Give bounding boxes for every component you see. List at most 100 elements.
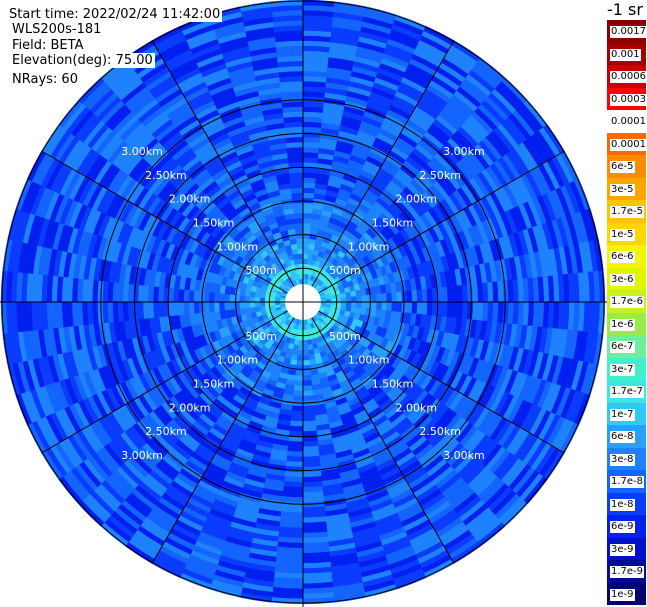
radar-gate: [345, 291, 352, 298]
radar-gate: [296, 354, 304, 361]
radar-gate: [466, 301, 474, 321]
radar-gate: [302, 233, 311, 239]
radar-gate: [456, 301, 464, 319]
radar-gate: [152, 301, 160, 318]
radar-gate: [355, 301, 362, 309]
radar-gate: [302, 222, 312, 229]
radar-gate: [396, 301, 403, 313]
radar-gate: [302, 131, 322, 139]
colorbar-label: 1.7e-6: [610, 296, 645, 308]
radar-gate: [183, 301, 190, 315]
radar-gate: [406, 301, 413, 314]
radar-gate: [366, 301, 372, 310]
radar-gate: [350, 301, 357, 308]
radar-gate: [142, 285, 150, 303]
radar-gate: [287, 151, 304, 159]
radar-gate: [355, 295, 362, 303]
range-ring-label: 2.00km: [169, 401, 211, 414]
radar-gate: [302, 365, 311, 371]
radar-gate: [137, 301, 145, 320]
colorbar-label: 3e-7: [610, 363, 635, 376]
radar-gate: [381, 301, 388, 311]
radar-gate: [127, 283, 135, 303]
range-ring-label: 1.00km: [348, 354, 390, 367]
radar-gate: [229, 301, 235, 310]
range-ring-label: 2.00km: [169, 193, 211, 206]
radar-gate: [152, 286, 160, 303]
radar-gate: [289, 420, 304, 427]
radar-gate: [297, 248, 304, 255]
radar-gate: [289, 425, 304, 432]
radar-gate: [446, 301, 454, 318]
radar-gate: [298, 258, 304, 265]
radar-gate: [302, 465, 322, 473]
radar-gate: [302, 329, 307, 336]
radar-gate: [376, 301, 383, 311]
radar-gate: [302, 182, 316, 189]
radar-gate: [249, 301, 256, 308]
range-ring-label: 3.00km: [121, 449, 163, 462]
radar-gate: [302, 157, 319, 164]
radar-gate: [286, 450, 304, 458]
radar-gate: [254, 296, 261, 303]
radar-gate: [302, 405, 315, 412]
radar-gate: [340, 292, 347, 299]
radar-gate: [302, 415, 316, 422]
radar-gate: [441, 301, 448, 318]
radar-gate: [173, 288, 180, 303]
radar-gate: [292, 395, 304, 402]
radar-gate: [298, 339, 304, 346]
radar-gate: [296, 360, 304, 366]
radar-gate: [361, 295, 367, 303]
radar-gate: [426, 301, 433, 316]
radar-gate: [259, 297, 266, 303]
radar-gate: [286, 146, 304, 154]
radar-gate: [203, 301, 210, 313]
radar-gate: [289, 172, 304, 179]
colorbar-label: 3e-8: [610, 453, 635, 466]
radar-gate: [421, 301, 428, 316]
colorbar-label: 0.0001: [610, 138, 647, 151]
radar-gate: [254, 301, 261, 308]
radar-gate: [234, 301, 240, 310]
radar-gate: [292, 253, 299, 260]
colorbar-label: 6e-5: [610, 161, 635, 173]
range-ring-label: 1.50km: [193, 377, 235, 390]
radar-gate: [446, 286, 454, 303]
radar-gate: [292, 207, 304, 214]
radar-gate: [297, 344, 304, 351]
radar-gate: [294, 222, 304, 229]
range-ring-label: 500m: [329, 330, 361, 343]
radar-gate: [376, 293, 383, 303]
colorbar-label: 1e-7: [610, 408, 635, 421]
radar-gate: [302, 380, 312, 387]
radar-gate: [345, 296, 352, 303]
radar-gate: [302, 339, 308, 346]
radar-gate: [254, 306, 261, 313]
radar-gate: [147, 285, 155, 303]
radar-gate: [284, 126, 304, 134]
radar-gate: [287, 440, 304, 447]
colorbar-label: 1e-8: [610, 498, 635, 511]
radar-gate: [239, 295, 245, 303]
radar-gate: [229, 294, 235, 303]
radar-gate: [142, 301, 150, 319]
radar-gate: [296, 238, 304, 244]
radar-gate: [284, 465, 304, 473]
colorbar-label: 1e-5: [610, 228, 635, 241]
radar-gate: [259, 305, 266, 312]
radar-gate: [203, 291, 210, 303]
range-ring-label: 1.00km: [217, 240, 259, 253]
radar-gate: [461, 284, 469, 303]
colorbar-label: 0.001: [610, 48, 641, 61]
colorbar-label: 1.7e-9: [610, 566, 645, 578]
range-ring-label: 1.00km: [217, 354, 259, 367]
radar-gate: [302, 410, 316, 417]
radar-gate: [302, 172, 317, 179]
radar-gate: [302, 248, 309, 255]
colorbar-label: 1.7e-5: [610, 206, 645, 218]
colorbar-unit: -1 sr: [607, 0, 643, 19]
colorbar-label: 0.0003: [610, 93, 647, 106]
colorbar-label: 6e-9: [610, 521, 635, 533]
